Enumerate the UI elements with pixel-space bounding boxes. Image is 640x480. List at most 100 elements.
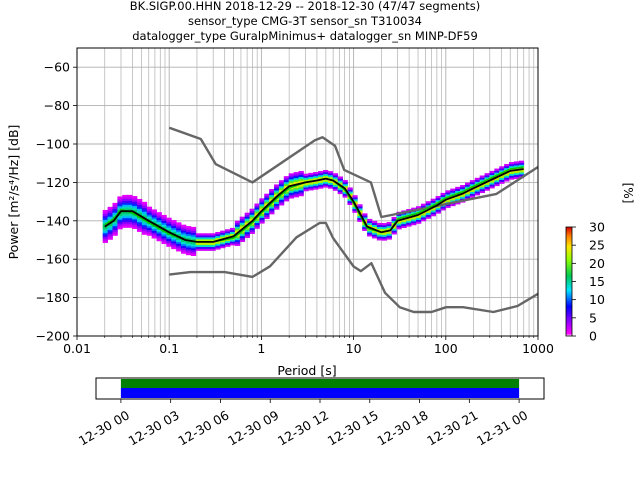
pdf-cell xyxy=(376,226,383,229)
pdf-cell xyxy=(455,190,461,193)
pdf-cell xyxy=(244,235,250,238)
pdf-cell xyxy=(127,225,133,228)
pdf-cell xyxy=(278,189,285,193)
pdf-cell xyxy=(342,195,348,198)
pdf-cell xyxy=(112,233,118,236)
pdf-cell xyxy=(239,239,246,242)
pdf-cell xyxy=(176,239,182,242)
pdf-cell xyxy=(166,229,172,232)
pdf-cell xyxy=(303,185,309,188)
pdf-cell xyxy=(195,248,202,251)
pdf-cell xyxy=(357,219,363,222)
pdf-cell xyxy=(181,251,187,254)
pdf-cell xyxy=(298,178,304,181)
pdf-cell xyxy=(127,221,133,224)
pdf-cell xyxy=(274,184,280,187)
pdf-cell xyxy=(225,233,231,236)
pdf-cell xyxy=(151,209,157,212)
pdf-cell xyxy=(298,172,304,176)
pdf-cell xyxy=(278,197,285,200)
pdf-cell xyxy=(420,203,427,206)
pdf-cell xyxy=(303,183,309,186)
pdf-cell xyxy=(151,211,157,214)
pdf-cell xyxy=(479,179,485,182)
pdf-cell xyxy=(513,161,520,164)
pdf-cell xyxy=(298,184,304,187)
pdf-cell xyxy=(117,217,123,220)
pdf-cell xyxy=(323,183,329,186)
pdf-cell xyxy=(332,184,339,187)
pdf-cell xyxy=(308,188,314,191)
pdf-cell xyxy=(102,236,108,240)
pdf-cell xyxy=(176,230,182,233)
pdf-cell xyxy=(234,228,241,231)
pdf-cell xyxy=(156,235,162,238)
pdf-cell xyxy=(352,199,358,202)
pdf-cell xyxy=(445,190,451,193)
pdf-cell xyxy=(181,230,187,233)
pdf-cell xyxy=(269,194,275,198)
x-axis-label: Period [s] xyxy=(277,363,336,378)
pdf-cell xyxy=(274,194,280,197)
pdf-cell xyxy=(283,181,290,185)
pdf-cell xyxy=(352,208,358,211)
pdf-cell xyxy=(479,185,485,188)
pdf-cell xyxy=(244,214,250,217)
pdf-cell xyxy=(479,190,485,194)
pdf-cell xyxy=(386,231,392,234)
x-axis-ticks: 0.01 0.1 1 10 100 1000 xyxy=(63,336,554,356)
pdf-cell xyxy=(337,178,343,181)
pdf-cell xyxy=(308,176,314,179)
pdf-cell xyxy=(127,198,133,201)
pdf-cell xyxy=(195,237,202,240)
pdf-cell xyxy=(288,188,295,191)
pdf-cell xyxy=(132,226,138,230)
pdf-cell xyxy=(396,215,402,218)
pdf-cell xyxy=(430,210,436,213)
pdf-cell xyxy=(127,196,133,200)
pdf-cell xyxy=(151,219,157,222)
pdf-cell xyxy=(367,232,373,235)
pdf-cell xyxy=(274,186,280,189)
pdf-cell xyxy=(283,199,290,202)
pdf-cell xyxy=(156,216,162,219)
pdf-cell xyxy=(259,219,265,222)
pdf-cell xyxy=(205,246,211,249)
pdf-cell xyxy=(376,222,383,226)
pdf-cell xyxy=(166,240,172,243)
pdf-cell xyxy=(288,194,295,197)
pdf-cell xyxy=(474,181,481,184)
pdf-cell xyxy=(107,218,113,221)
pdf-cell xyxy=(347,198,353,202)
pdf-cell xyxy=(220,234,226,237)
pdf-cell xyxy=(151,215,157,218)
pdf-cell xyxy=(479,188,485,192)
pdf-cell xyxy=(484,176,490,180)
pdf-cell xyxy=(112,229,118,232)
pdf-cell xyxy=(107,208,113,211)
pdf-cell xyxy=(156,219,162,223)
pdf-cell xyxy=(190,230,197,233)
pdf-cell xyxy=(117,198,123,201)
pdf-cell xyxy=(107,233,113,236)
pdf-cell xyxy=(381,228,388,232)
pdf-cell xyxy=(469,195,476,198)
pdf-cell xyxy=(416,217,422,220)
pdf-cell xyxy=(156,212,162,215)
pdf-cell xyxy=(342,180,348,183)
coverage-tick-label: 12-30 21 xyxy=(424,407,480,448)
pdf-cell xyxy=(274,192,280,195)
pdf-cell xyxy=(425,201,432,204)
pdf-cell xyxy=(450,188,456,191)
pdf-cell xyxy=(122,216,128,219)
pdf-cell xyxy=(435,199,441,203)
pdf-cell xyxy=(136,220,143,223)
pdf-cell xyxy=(293,189,299,192)
pdf-cell xyxy=(362,215,368,218)
pdf-cell xyxy=(254,213,260,216)
x-tick-label: 0.1 xyxy=(159,341,179,356)
pdf-cell xyxy=(367,218,373,222)
pdf-cell xyxy=(166,225,172,228)
pdf-cell xyxy=(259,206,265,209)
pdf-cell xyxy=(171,246,177,250)
